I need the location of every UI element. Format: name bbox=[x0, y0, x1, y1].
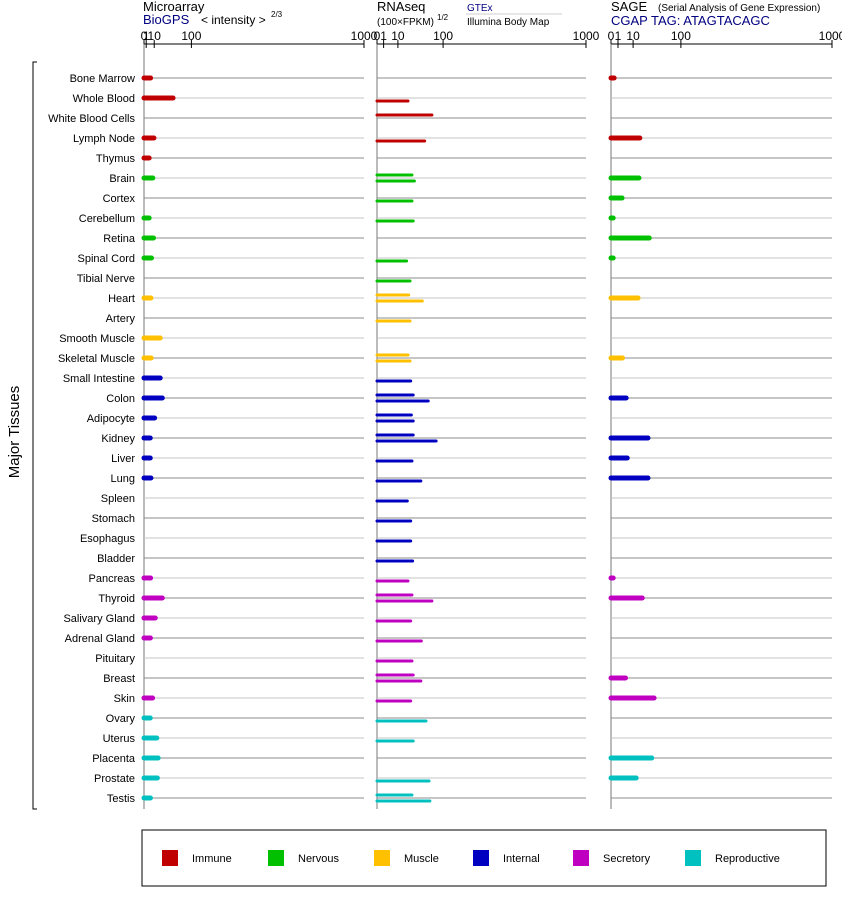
sage-tick-label: 0 bbox=[608, 29, 615, 43]
sage-panel: 01 10 100 1000 bbox=[608, 29, 842, 809]
rnaseq-tick-label: 0 bbox=[374, 29, 381, 43]
legend-label-reproductive: Reproductive bbox=[715, 853, 780, 865]
microarray-source: BioGPS bbox=[143, 12, 190, 27]
legend-swatch-muscle bbox=[374, 850, 390, 866]
rnaseq-source-gtex: GTEx bbox=[467, 3, 493, 14]
rnaseq-title: RNAseq bbox=[377, 0, 425, 14]
tissue-label: Breast bbox=[103, 673, 135, 685]
tissue-label: Prostate bbox=[94, 773, 135, 785]
tissue-label: Spleen bbox=[101, 493, 135, 505]
tissue-label: Retina bbox=[103, 233, 136, 245]
microarray-tick-label: 0 bbox=[141, 29, 148, 43]
tissue-label: Testis bbox=[107, 793, 136, 805]
tissue-label: Cortex bbox=[103, 193, 136, 205]
tissue-label: Smooth Muscle bbox=[59, 333, 135, 345]
tissue-label: White Blood Cells bbox=[48, 113, 135, 125]
tissue-label: Tibial Nerve bbox=[77, 273, 135, 285]
tissue-label: Kidney bbox=[101, 433, 135, 445]
tissue-label: Adipocyte bbox=[87, 413, 135, 425]
microarray-exponent: 2/3 bbox=[271, 10, 283, 19]
tissue-label: Salivary Gland bbox=[63, 613, 135, 625]
microarray-tick-label: 10 bbox=[148, 29, 162, 43]
tissue-label: Bladder bbox=[97, 553, 135, 565]
rnaseq-tick-label: 1000 bbox=[573, 29, 600, 43]
legend-swatch-internal bbox=[473, 850, 489, 866]
sage-tick-label: 100 bbox=[671, 29, 691, 43]
y-axis-bracket bbox=[32, 61, 37, 810]
rnaseq-tick-label: 100 bbox=[433, 29, 453, 43]
legend-swatch-secretory bbox=[573, 850, 589, 866]
sage-tick-label: 1000 bbox=[819, 29, 842, 43]
tissue-label: Pancreas bbox=[89, 573, 136, 585]
legend: Immune Nervous Muscle Internal Secretory Repr… bbox=[162, 850, 780, 866]
tissue-label: Small Intestine bbox=[63, 373, 135, 385]
tissue-label: Lymph Node bbox=[73, 133, 135, 145]
microarray-tick-label: 100 bbox=[181, 29, 201, 43]
rnaseq-exponent: 1/2 bbox=[437, 13, 449, 22]
tissue-label: Lung bbox=[111, 473, 135, 485]
chart-panels: 011010010000110100100001101001000 bbox=[141, 29, 842, 809]
tissue-label: Thyroid bbox=[98, 593, 135, 605]
tissue-label: Pituitary bbox=[95, 653, 135, 665]
rnaseq-source-ibm: Illumina Body Map bbox=[467, 17, 550, 28]
tissue-label: Skeletal Muscle bbox=[58, 353, 135, 365]
legend-label-internal: Internal bbox=[503, 853, 540, 865]
tissue-label: Thymus bbox=[96, 153, 136, 165]
rnaseq-tick-label: 1 bbox=[380, 29, 387, 43]
microarray-title: Microarray bbox=[143, 0, 205, 14]
tissue-label: Ovary bbox=[106, 713, 136, 725]
tissue-label: Bone Marrow bbox=[70, 73, 135, 85]
legend-label-nervous: Nervous bbox=[298, 853, 339, 865]
legend-label-muscle: Muscle bbox=[404, 853, 439, 865]
rnaseq-tick-label: 10 bbox=[391, 29, 405, 43]
legend-swatch-reproductive bbox=[685, 850, 701, 866]
tissue-label: Artery bbox=[106, 313, 136, 325]
legend-label-immune: Immune bbox=[192, 853, 232, 865]
tissue-label: Cerebellum bbox=[79, 213, 135, 225]
tissue-label: Esophagus bbox=[80, 533, 136, 545]
tissue-label: Colon bbox=[106, 393, 135, 405]
sage-tag: CGAP TAG: ATAGTACAGC bbox=[611, 13, 770, 28]
sage-tick-label: 1 bbox=[615, 29, 622, 43]
legend-swatch-immune bbox=[162, 850, 178, 866]
y-axis-label: Major Tissues bbox=[6, 386, 23, 479]
rnaseq-panel: 0 1 10 100 1000 bbox=[374, 29, 600, 809]
tissue-label: Placenta bbox=[92, 753, 136, 765]
microarray-tick-label: 1000 bbox=[351, 29, 378, 43]
tissue-label: Uterus bbox=[103, 733, 136, 745]
legend-swatch-nervous bbox=[268, 850, 284, 866]
sage-tick-label: 10 bbox=[626, 29, 640, 43]
tissue-labels: Bone Marrow Whole Blood White Blood Cells L… bbox=[48, 73, 136, 805]
microarray-tick-label: 1 bbox=[143, 29, 150, 43]
sage-title: SAGE bbox=[611, 0, 647, 14]
tissue-label: Liver bbox=[111, 453, 135, 465]
tissue-label: Stomach bbox=[92, 513, 135, 525]
microarray-scale: < intensity > bbox=[201, 13, 266, 27]
sage-subtitle: (Serial Analysis of Gene Expression) bbox=[658, 3, 820, 14]
tissue-label: Spinal Cord bbox=[78, 253, 135, 265]
legend-label-secretory: Secretory bbox=[603, 853, 651, 865]
tissue-label: Heart bbox=[108, 293, 135, 305]
tissue-label: Whole Blood bbox=[73, 93, 135, 105]
tissue-label: Skin bbox=[114, 693, 135, 705]
tissue-label: Adrenal Gland bbox=[65, 633, 135, 645]
tissue-label: Brain bbox=[109, 173, 135, 185]
rnaseq-scale: (100×FPKM) bbox=[377, 17, 434, 28]
